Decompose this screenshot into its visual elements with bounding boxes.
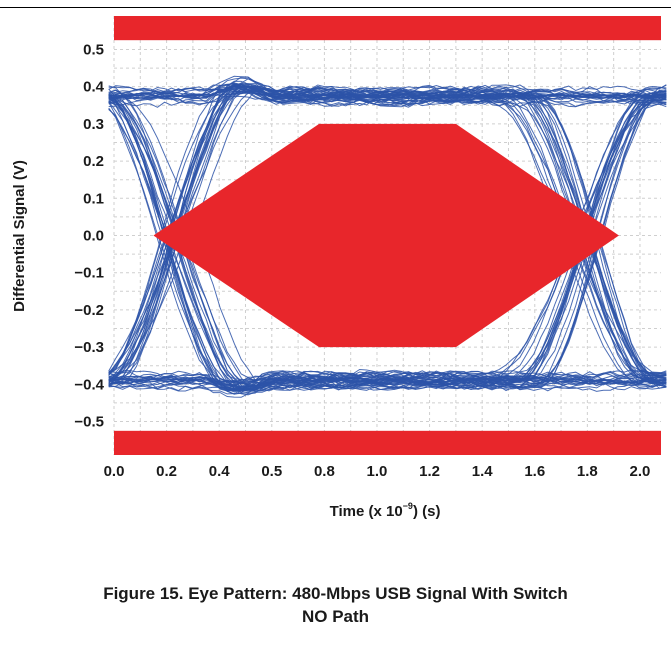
x-axis-label-main: Time (x 10: [330, 503, 403, 520]
y-tick-label: −0.2: [74, 302, 104, 319]
y-tick-label: 0.1: [83, 190, 104, 207]
caption-line-1: Figure 15. Eye Pattern: 480-Mbps USB Sig…: [103, 584, 568, 603]
x-axis-label-exponent: −9: [403, 501, 413, 511]
x-tick-label: 0.0: [104, 463, 125, 480]
signal-trace: [108, 371, 667, 392]
x-tick-label: 1.0: [367, 463, 388, 480]
x-tick-label: 2.0: [630, 463, 651, 480]
y-tick-label: −0.1: [74, 265, 104, 282]
signal-trace: [108, 83, 667, 383]
signal-trace: [108, 85, 667, 391]
y-tick-label: −0.3: [74, 339, 104, 356]
eye-mask-hexagon: [153, 123, 619, 348]
y-tick-label: 0.3: [83, 116, 104, 133]
x-tick-label: 1.4: [472, 463, 494, 480]
lower-mask-bar: [114, 430, 661, 455]
y-tick-label: −0.5: [74, 414, 104, 431]
caption-line-2: NO Path: [301, 607, 370, 626]
signal-trace: [108, 84, 667, 381]
x-tick-label: 0.2: [156, 463, 177, 480]
y-tick-label: 0.4: [83, 79, 105, 96]
signal-trace: [108, 369, 667, 392]
signal-trace: [108, 92, 667, 389]
signal-trace: [108, 84, 667, 108]
signal-trace: [108, 370, 667, 395]
signal-trace: [108, 82, 667, 106]
y-tick-label: 0.0: [83, 228, 104, 245]
signal-trace: [108, 377, 667, 389]
x-tick-label: 1.8: [577, 463, 598, 480]
x-axis-label: Time (x 10−9) (s): [330, 501, 441, 520]
signal-trace: [108, 82, 667, 101]
upper-mask-bar: [114, 16, 661, 41]
y-tick-labels: 0.5 0.4 0.3 0.2 0.1 0.0 −0.1 −0.2 −0.3 −0.4 −0.5: [74, 41, 104, 430]
y-tick-label: 0.2: [83, 153, 104, 170]
figure-caption: Figure 15. Eye Pattern: 480-Mbps USB Sig…: [0, 582, 671, 628]
x-axis-label-tail: ) (s): [413, 503, 441, 520]
signal-trace: [108, 87, 667, 387]
signal-trace: [108, 102, 667, 391]
x-tick-label: 1.6: [524, 463, 545, 480]
y-tick-label: 0.5: [83, 41, 104, 58]
mask-limit-bars: [114, 16, 661, 455]
signal-trace: [108, 89, 667, 393]
x-tick-label: 1.2: [419, 463, 440, 480]
y-tick-label: −0.4: [74, 376, 104, 393]
signal-trace: [108, 93, 667, 388]
signal-trace: [108, 371, 667, 390]
x-tick-label: 0.8: [314, 463, 335, 480]
x-tick-labels: 0.0 0.2 0.4 0.5 0.8 1.0 1.2 1.4 1.6 1.8 2.0: [104, 463, 651, 480]
y-axis-label: Differential Signal (V): [11, 160, 28, 312]
eye-pattern-chart: 0.5 0.4 0.3 0.2 0.1 0.0 −0.1 −0.2 −0.3 −0.4 −0.5 0…: [11, 16, 667, 520]
signal-trace: [108, 88, 667, 102]
signal-trace: [108, 375, 667, 390]
x-tick-label: 0.5: [261, 463, 282, 480]
x-tick-label: 0.4: [209, 463, 231, 480]
top-rule: [0, 7, 671, 8]
